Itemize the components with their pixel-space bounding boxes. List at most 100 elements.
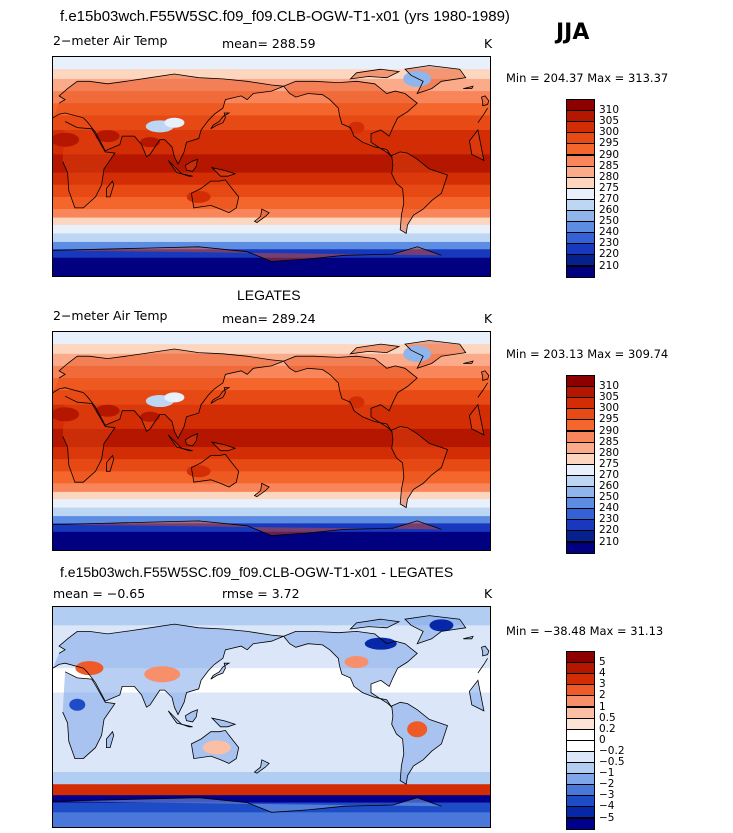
land-fill [53, 520, 442, 536]
map-band [53, 483, 490, 493]
map-band [53, 784, 490, 796]
land-fill [481, 646, 489, 656]
coastline [106, 454, 115, 472]
land-fill [106, 181, 114, 197]
coastline [253, 208, 270, 223]
colorbar-swatch [566, 541, 595, 554]
coastline [391, 701, 449, 785]
coastline [282, 80, 418, 158]
map-band [53, 516, 490, 524]
map-feature [69, 698, 86, 711]
map-band [53, 130, 490, 155]
coastline [184, 158, 199, 172]
coastline [190, 453, 240, 488]
coastline [253, 482, 270, 498]
coastline [106, 180, 115, 198]
coastline [53, 797, 442, 813]
map-feature [186, 465, 211, 478]
map-feature [364, 637, 397, 650]
land-fill [254, 209, 270, 223]
map-band [53, 57, 490, 70]
map-band [53, 217, 490, 226]
map-band [53, 344, 490, 355]
map-canvas [53, 607, 490, 827]
land-fill [191, 179, 239, 213]
coastline [481, 95, 490, 107]
map-feature [202, 740, 231, 755]
map-band [53, 447, 490, 460]
colorbar-tick-label: 285 [599, 435, 620, 448]
map-band [53, 531, 490, 550]
map-canvas [53, 57, 490, 276]
coastline [391, 151, 449, 235]
colorbar-swatch [566, 817, 595, 830]
coastline [210, 717, 237, 728]
land-fill [53, 246, 442, 262]
panel3-minmax: Min = −38.48 Max = 31.13 [506, 624, 664, 638]
panel3-title: f.e15b03wch.F55W5SC.f09_f09.CLB-OGW-T1-x… [60, 564, 454, 580]
panel1-map [52, 56, 491, 277]
panel2-units-label: K [484, 311, 493, 326]
map-feature [53, 407, 80, 422]
land-fill [53, 349, 488, 439]
map-band [53, 69, 490, 80]
colorbar-tick-label: 240 [599, 502, 620, 515]
land-fill [481, 95, 489, 106]
coastline [181, 173, 193, 177]
map-band [53, 196, 490, 210]
map-band [53, 209, 490, 219]
colorbar-tick-label: 5 [599, 656, 606, 669]
colorbar-tick-label: 310 [599, 104, 620, 117]
map-band [53, 812, 490, 827]
coastline [210, 662, 231, 680]
panel2-variable-label: 2−meter Air Temp [53, 308, 168, 323]
panel3-map [52, 606, 491, 828]
panel3-mean-label: mean = −0.65 [53, 586, 146, 601]
coastline [404, 65, 467, 95]
coastline [391, 426, 449, 509]
map-band [53, 378, 490, 391]
colorbar-tick-label: 230 [599, 237, 620, 250]
colorbar-tick-label: 230 [599, 513, 620, 526]
coastline [253, 759, 270, 774]
map-feature [344, 656, 369, 668]
panel2-mean-label: mean= 289.24 [222, 311, 316, 326]
colorbar-tick-label: 270 [599, 468, 620, 481]
colorbar-tick-label: −0.2 [599, 744, 625, 757]
map-feature [53, 132, 80, 147]
land-fill [53, 74, 488, 165]
map-feature [140, 411, 161, 422]
land-fill [254, 483, 270, 497]
coastline [404, 615, 467, 645]
panel2-colorbar: 310 305 300 295 290 285 280 275 270 260 250 240 230 2… [566, 375, 636, 554]
land-fill [53, 797, 442, 813]
map-band [53, 471, 490, 484]
colorbar-tick-label: 275 [599, 181, 620, 194]
panel1-units-label: K [484, 36, 493, 51]
map-band [53, 184, 490, 198]
map-band [53, 172, 490, 186]
map-feature [164, 392, 185, 403]
land-fill [106, 731, 114, 748]
coastline [349, 343, 401, 355]
colorbar-tick-label: −4 [599, 800, 615, 813]
land-fill [53, 624, 488, 715]
map-band [53, 154, 490, 174]
map-band [53, 404, 490, 430]
map-band [53, 459, 490, 472]
map-feature [186, 190, 211, 203]
land-fill [212, 167, 236, 177]
coastline [53, 520, 442, 536]
colorbar-tick-label: 280 [599, 446, 620, 459]
panel2-minmax: Min = 203.13 Max = 309.74 [506, 347, 669, 361]
map-band [53, 491, 490, 500]
coastline [62, 121, 485, 209]
colorbar-tick-label: 250 [599, 491, 620, 504]
coastline [481, 370, 490, 381]
colorbar-tick-label: 285 [599, 159, 620, 172]
map-canvas [53, 332, 490, 550]
map-band [53, 224, 490, 234]
coastline [184, 709, 199, 723]
colorbar-tick-label: 305 [599, 115, 620, 128]
land-fill [463, 636, 473, 639]
